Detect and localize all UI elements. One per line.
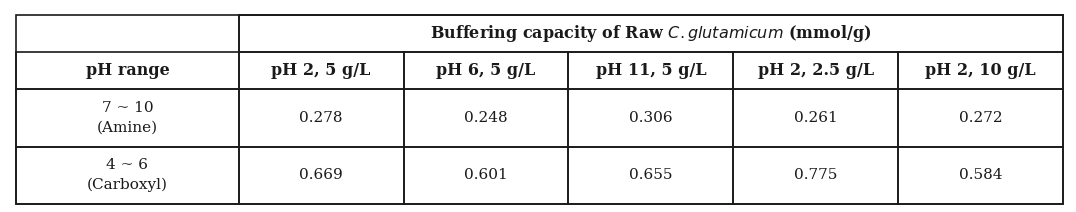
Bar (898, 146, 1063, 204)
Bar (404, 146, 568, 204)
Text: 7 ~ 10
(Amine): 7 ~ 10 (Amine) (97, 101, 158, 135)
Bar (568, 89, 734, 146)
Text: 0.272: 0.272 (959, 111, 1003, 125)
Bar (239, 15, 1063, 52)
Bar (16, 89, 239, 146)
Text: 0.669: 0.669 (299, 168, 343, 182)
Bar (734, 89, 898, 146)
Bar (239, 52, 404, 89)
Bar (404, 146, 568, 204)
Text: pH 6, 5 g/L: pH 6, 5 g/L (437, 62, 536, 79)
Text: 4 ~ 6
(Carboxyl): 4 ~ 6 (Carboxyl) (87, 158, 168, 192)
Bar (404, 89, 568, 146)
Bar (898, 89, 1063, 146)
Text: 0.261: 0.261 (794, 111, 837, 125)
Bar (568, 52, 734, 89)
Text: 0.775: 0.775 (794, 168, 837, 182)
Bar (568, 146, 734, 204)
Text: pH 2, 2.5 g/L: pH 2, 2.5 g/L (758, 62, 874, 79)
Bar (239, 146, 404, 204)
Text: 0.584: 0.584 (959, 168, 1003, 182)
Text: 0.601: 0.601 (464, 168, 508, 182)
Bar (734, 146, 898, 204)
Text: 0.278: 0.278 (299, 111, 343, 125)
Bar (568, 52, 734, 89)
Bar (568, 89, 734, 146)
Bar (239, 15, 1063, 52)
Bar (568, 146, 734, 204)
Bar (16, 52, 239, 89)
Bar (898, 52, 1063, 89)
Bar (404, 52, 568, 89)
Bar (16, 146, 239, 204)
Text: pH range: pH range (86, 62, 169, 79)
Text: 0.248: 0.248 (464, 111, 508, 125)
Bar (239, 89, 404, 146)
Bar (16, 89, 239, 146)
Text: 0.655: 0.655 (629, 168, 672, 182)
Bar (898, 146, 1063, 204)
Bar (239, 89, 404, 146)
Text: pH 2, 5 g/L: pH 2, 5 g/L (271, 62, 371, 79)
Bar (734, 52, 898, 89)
Bar (404, 89, 568, 146)
Bar (239, 52, 404, 89)
Text: Buffering capacity of Raw $\it{C. glutamicum}$ (mmol/g): Buffering capacity of Raw $\it{C. glutam… (430, 23, 872, 44)
Text: pH 2, 10 g/L: pH 2, 10 g/L (925, 62, 1036, 79)
Bar (734, 89, 898, 146)
Bar (898, 52, 1063, 89)
Bar (16, 15, 1063, 204)
Bar (734, 146, 898, 204)
Bar (239, 146, 404, 204)
Bar (404, 52, 568, 89)
Bar (16, 52, 239, 89)
Text: pH 11, 5 g/L: pH 11, 5 g/L (596, 62, 706, 79)
Bar (16, 146, 239, 204)
Bar (734, 52, 898, 89)
Bar (898, 89, 1063, 146)
Text: 0.306: 0.306 (629, 111, 672, 125)
